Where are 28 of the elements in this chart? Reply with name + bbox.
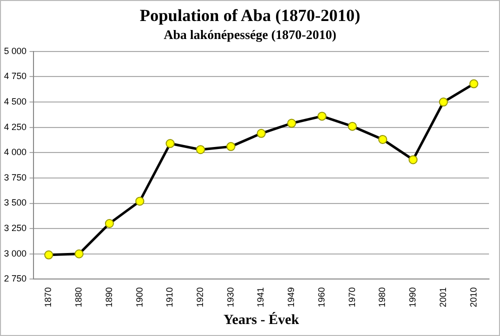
y-tick-label: 4 750 xyxy=(4,71,27,82)
x-tick-label: 1910 xyxy=(164,287,175,308)
x-tick-label: 1920 xyxy=(195,287,206,308)
chart-title: Population of Aba (1870-2010) xyxy=(138,6,362,26)
x-tick-label: 1870 xyxy=(43,287,54,308)
y-tick-label: 3 250 xyxy=(4,223,27,234)
x-tick-label: 1900 xyxy=(134,287,144,308)
x-tick-label: 1880 xyxy=(74,287,84,308)
y-tick-label: 3 000 xyxy=(4,248,27,258)
x-tick-label: 2010 xyxy=(468,287,478,308)
chart-subtitle: Aba lakónépessége (1870-2010) xyxy=(162,27,338,43)
x-tick-label: 1890 xyxy=(104,287,114,308)
x-tick-label: 1930 xyxy=(225,287,236,308)
x-tick-label: 1990 xyxy=(408,287,418,308)
x-tick-label: 1949 xyxy=(286,287,296,308)
y-tick-label: 5 000 xyxy=(4,46,27,56)
x-tick-label: 2001 xyxy=(438,287,448,308)
x-axis-title: Years - Évek xyxy=(224,311,300,328)
y-tick-label: 4 250 xyxy=(4,122,27,132)
y-tick-label: 2 750 xyxy=(4,274,27,284)
y-tick-label: 4 500 xyxy=(4,96,27,106)
x-tick-label: 1970 xyxy=(346,287,357,308)
y-tick-label: 4 000 xyxy=(4,147,27,158)
x-tick-label: 1941 xyxy=(256,287,266,308)
y-tick-label: 3 750 xyxy=(4,172,27,182)
x-tick-label: 1980 xyxy=(377,287,388,308)
y-tick-label: 3 500 xyxy=(4,198,27,208)
x-tick-label: 1960 xyxy=(316,287,326,308)
